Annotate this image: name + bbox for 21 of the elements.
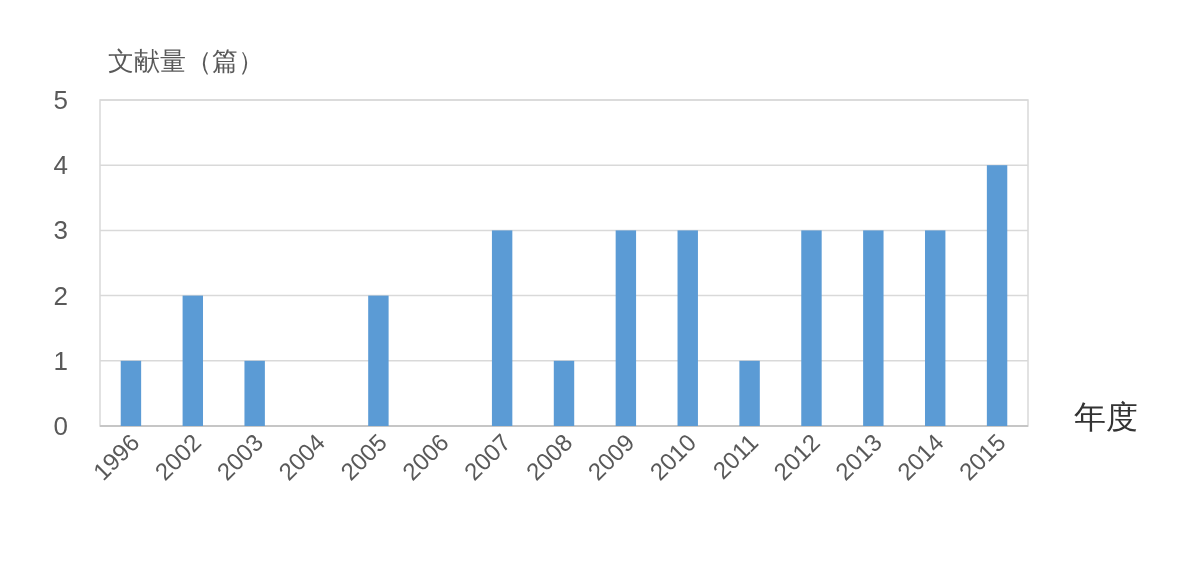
bar	[677, 230, 698, 426]
bar	[615, 230, 637, 426]
bar	[801, 230, 822, 426]
bar	[120, 360, 142, 426]
y-tick-label: 3	[53, 215, 68, 246]
bar	[739, 360, 760, 426]
y-tick-label: 0	[53, 411, 68, 441]
bar	[244, 360, 265, 426]
y-tick-label: 4	[53, 150, 68, 181]
y-tick-label: 1	[53, 345, 68, 376]
y-tick-label: 2	[53, 280, 68, 311]
bar	[863, 230, 884, 426]
bar	[368, 295, 389, 426]
bar	[924, 230, 946, 426]
bar	[491, 230, 513, 426]
x-axis-title: 年度	[1074, 399, 1138, 435]
y-tick-label: 5	[53, 85, 68, 115]
y-axis-title: 文献量（篇）	[108, 46, 264, 76]
bar	[986, 165, 1008, 426]
bar	[182, 295, 204, 426]
bar	[553, 360, 575, 426]
